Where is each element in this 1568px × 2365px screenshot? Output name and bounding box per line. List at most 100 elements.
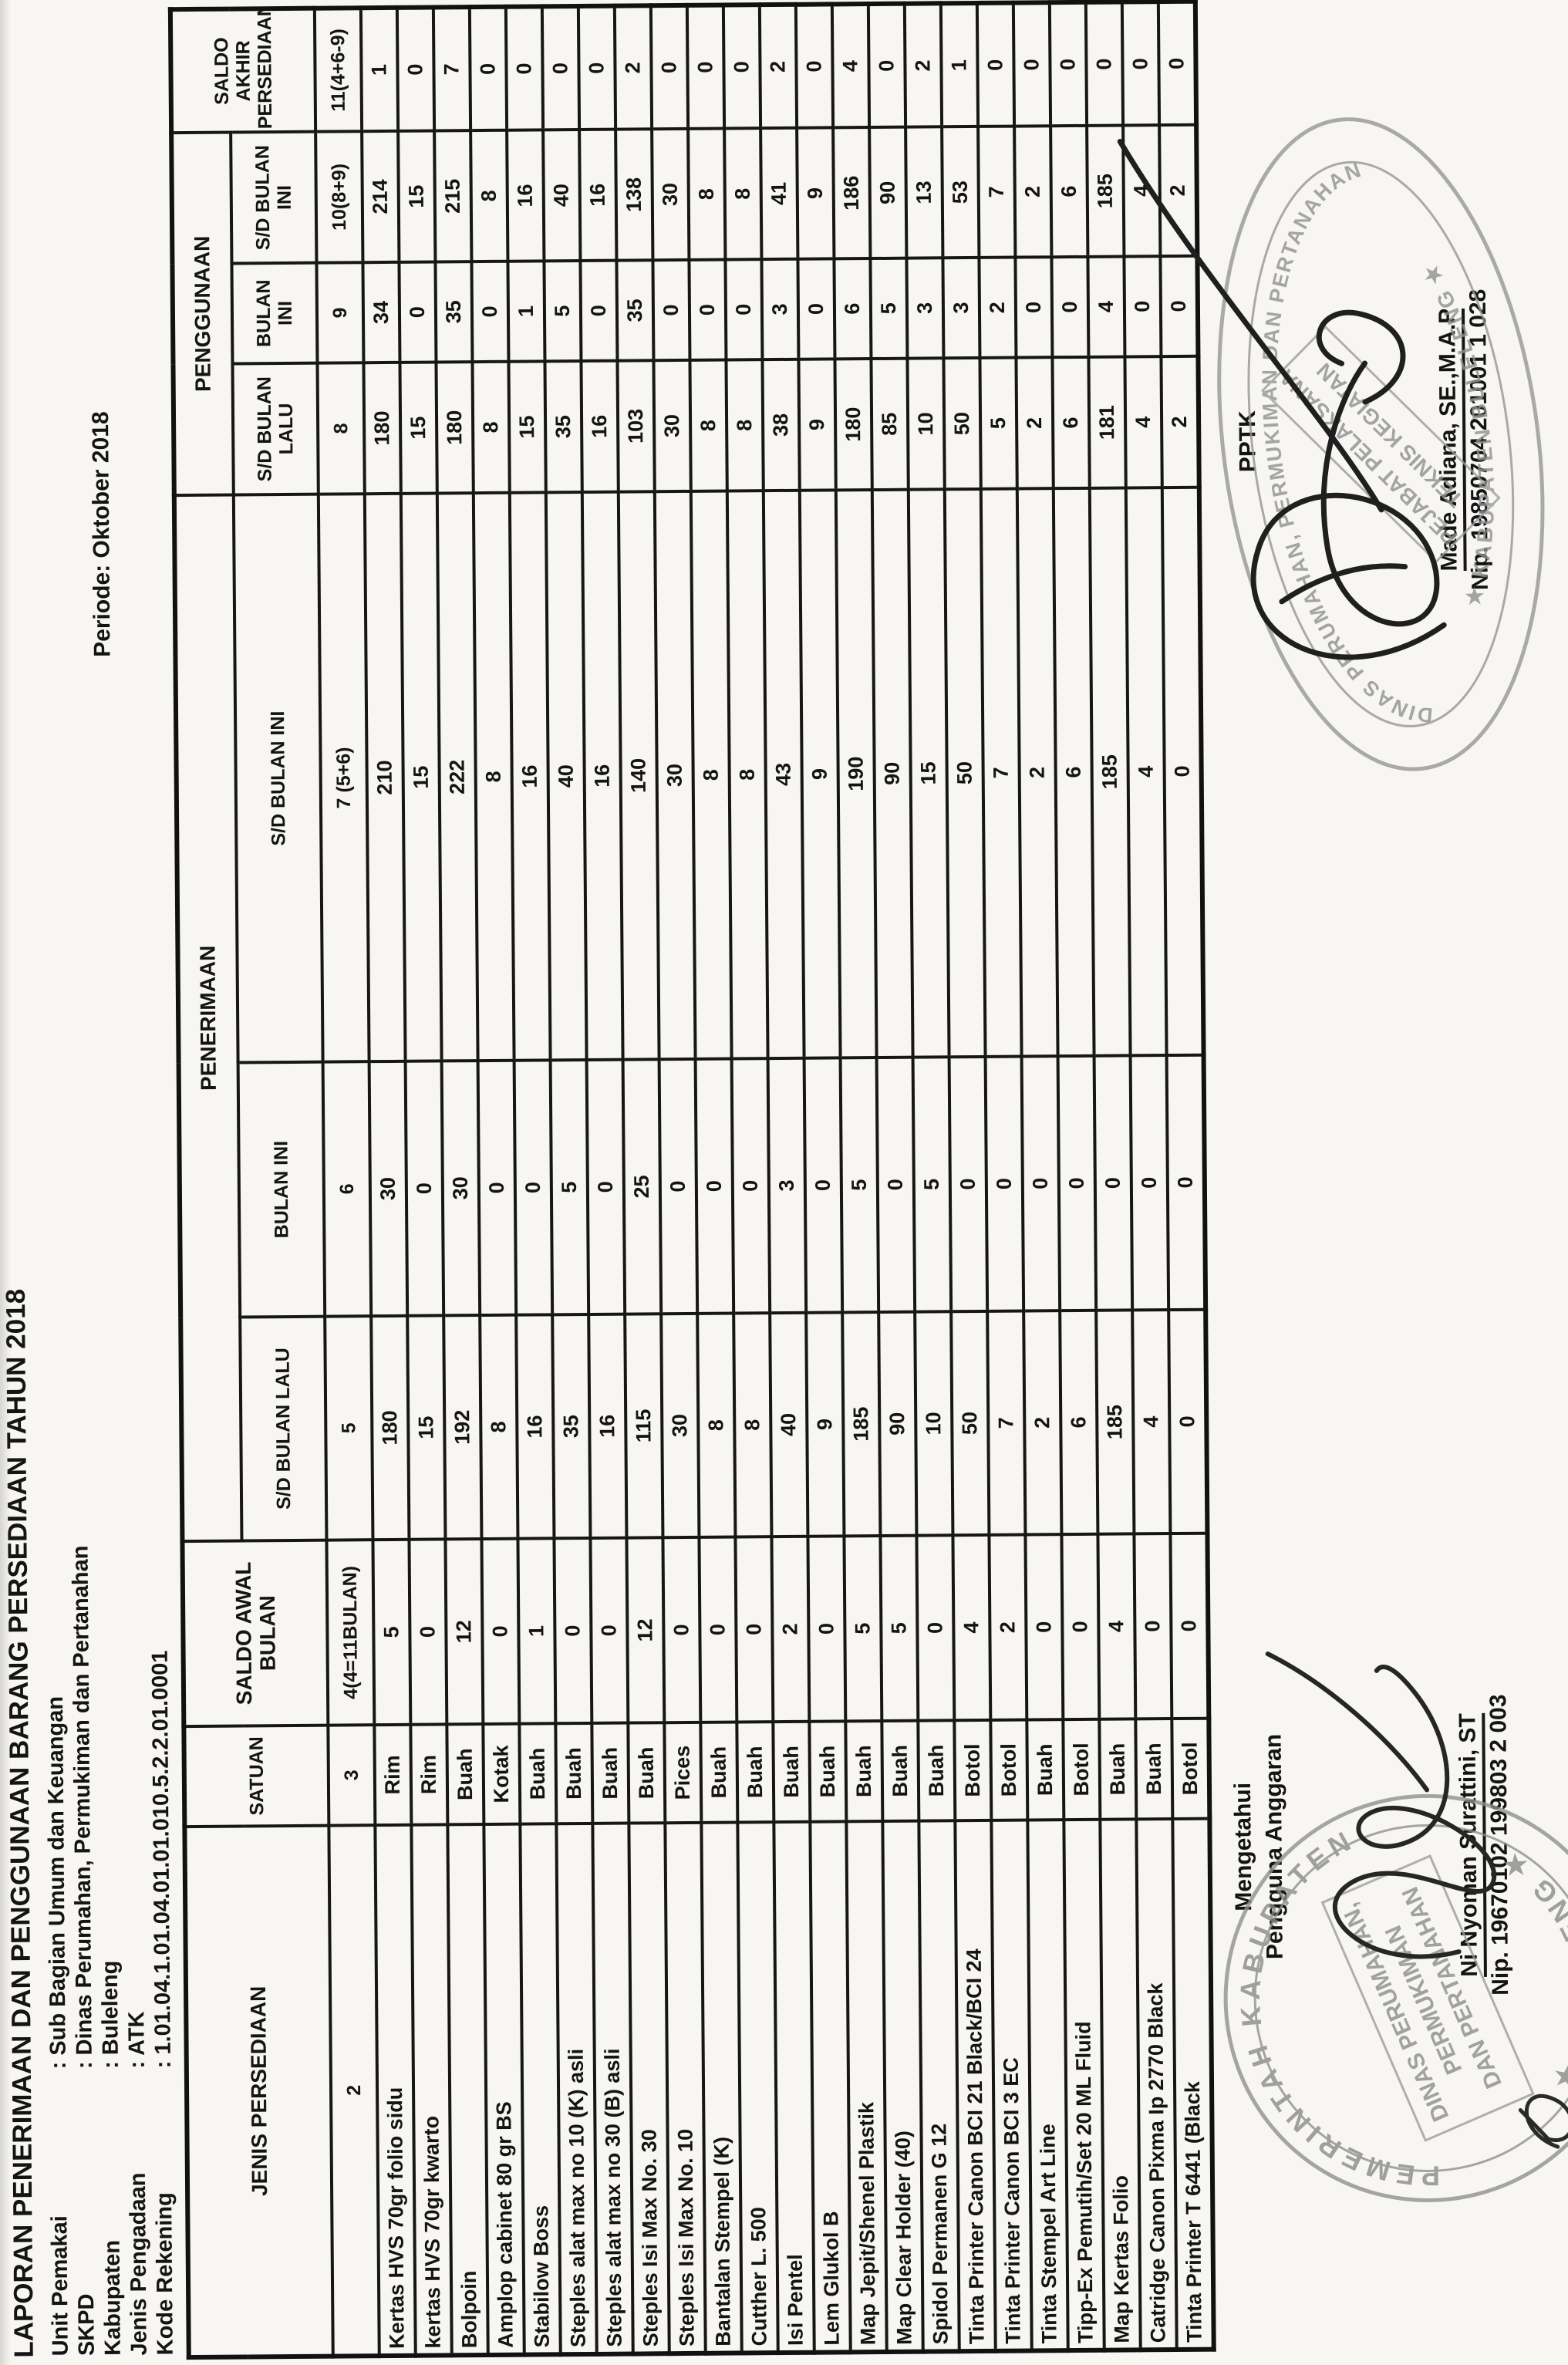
column-number: 2 xyxy=(329,1825,379,2357)
info-row-kode-rekening: Kode Rekening : 1.01.04.1.01.04.01.01.01… xyxy=(147,1545,179,2356)
cell-penerimaan-sd: 90 xyxy=(872,489,913,1058)
cell-satuan: Pices xyxy=(664,1722,702,1824)
cell-penerimaan-ini: 5 xyxy=(550,1059,589,1315)
cell-penggunaan-sd: 2 xyxy=(1014,126,1052,258)
cell-penerimaan-ini: 30 xyxy=(441,1061,481,1316)
header-jenis-persediaan: JENIS PERSEDIAAN xyxy=(184,1825,333,2358)
cell-penerimaan-lalu: 8 xyxy=(697,1313,736,1537)
cell-penggunaan-ini: 35 xyxy=(435,261,473,363)
cell-penggunaan-sd: 185 xyxy=(1087,125,1125,257)
cell-penggunaan-sd: 7 xyxy=(978,126,1016,258)
cell-saldo-awal: 0 xyxy=(1025,1534,1064,1720)
column-number: 4(4=11BULAN) xyxy=(326,1540,375,1726)
cell-penerimaan-lalu: 185 xyxy=(1096,1310,1135,1534)
cell-penerimaan-ini: 0 xyxy=(876,1057,916,1313)
cell-penerimaan-ini: 0 xyxy=(405,1061,444,1316)
cell-satuan: Kotak xyxy=(483,1723,521,1825)
info-value: : Dinas Perumahan, Permukiman dan Pertan… xyxy=(68,1545,97,2070)
cell-penggunaan-ini: 0 xyxy=(471,261,509,363)
cell-penggunaan-lalu: 15 xyxy=(400,362,437,494)
cell-jenis: Map Clear Holder (40) xyxy=(882,1820,923,2352)
subheader-bulan-ini: BULAN INI xyxy=(231,262,318,364)
cell-jenis: Spidol Permanen G 12 xyxy=(919,1820,959,2352)
cell-satuan: Buah xyxy=(918,1720,956,1821)
cell-saldo-awal: 5 xyxy=(373,1539,411,1726)
cell-penerimaan-ini: 0 xyxy=(1130,1055,1169,1311)
cell-penerimaan-sd: 8 xyxy=(473,492,514,1061)
cell-penggunaan-ini: 0 xyxy=(1051,256,1089,358)
cell-penerimaan-lalu: 10 xyxy=(915,1311,953,1536)
cell-satuan: Buah xyxy=(845,1720,883,1822)
cell-saldo-awal: 0 xyxy=(916,1535,955,1721)
cell-saldo-akhir: 0 xyxy=(469,6,507,131)
cell-satuan: Buah xyxy=(555,1722,593,1824)
cell-penerimaan-sd: 15 xyxy=(400,493,442,1061)
cell-penerimaan-sd: 4 xyxy=(1125,488,1167,1056)
cell-jenis: Tinta Printer Canon BCI 3 EC xyxy=(991,1820,1032,2351)
cell-penerimaan-lalu: 16 xyxy=(588,1314,627,1538)
cell-saldo-akhir: 1 xyxy=(360,7,399,132)
cell-penerimaan-sd: 9 xyxy=(799,490,841,1058)
cell-saldo-awal: 0 xyxy=(808,1536,846,1722)
cell-penggunaan-ini: 3 xyxy=(906,258,944,359)
cell-saldo-awal: 1 xyxy=(518,1538,556,1724)
cell-satuan: Buah xyxy=(1099,1719,1137,1820)
sig-nip: Nip. 19670102 199803 2 003 xyxy=(1485,1694,1514,1996)
cell-saldo-akhir: 2 xyxy=(759,4,797,129)
cell-penerimaan-lalu: 4 xyxy=(1132,1310,1171,1534)
cell-penerimaan-lalu: 40 xyxy=(770,1312,808,1537)
cell-penerimaan-lalu: 9 xyxy=(806,1312,845,1537)
cell-penerimaan-ini: 0 xyxy=(949,1056,988,1312)
cell-penerimaan-sd: 30 xyxy=(654,491,696,1060)
cell-satuan: Buah xyxy=(628,1722,666,1824)
header-saldo-akhir: SALDO AKHIR PERSEDIAAN xyxy=(170,8,316,133)
info-label: Kode Rekening xyxy=(152,2192,178,2356)
cell-penerimaan-ini: 3 xyxy=(767,1058,807,1314)
cell-saldo-akhir: 2 xyxy=(904,3,942,127)
column-number: 3 xyxy=(328,1725,376,1826)
cell-penggunaan-sd: 8 xyxy=(688,128,726,260)
cell-saldo-awal: 5 xyxy=(880,1535,919,1721)
cell-penggunaan-ini: 0 xyxy=(652,259,690,361)
cell-saldo-awal: 4 xyxy=(953,1534,991,1721)
cell-penggunaan-ini: 5 xyxy=(544,260,582,362)
cell-penerimaan-lalu: 185 xyxy=(842,1312,881,1537)
header-satuan: SATUAN xyxy=(184,1725,329,1827)
cell-jenis: Cutther L. 500 xyxy=(737,1822,778,2353)
cell-jenis: Tipp-Ex Pemutih/Set 20 ML Fluid xyxy=(1064,1819,1104,2351)
cell-saldo-akhir: 0 xyxy=(650,5,689,130)
cell-jenis: Steples Isi Max No. 10 xyxy=(665,1822,706,2354)
cell-penggunaan-ini: 5 xyxy=(870,258,908,359)
cell-satuan: Rim xyxy=(374,1724,412,1826)
cell-saldo-awal: 0 xyxy=(590,1537,629,1723)
cell-saldo-akhir: 0 xyxy=(396,7,435,131)
cell-penggunaan-sd: 8 xyxy=(724,128,762,260)
info-value: : Sub Bagian Umum dan Keuangan xyxy=(43,1695,71,2070)
cell-penggunaan-sd: 90 xyxy=(869,127,907,259)
info-label: SKPD xyxy=(74,2293,99,2357)
cell-penerimaan-sd: 8 xyxy=(727,491,768,1059)
info-value: : Buleleng xyxy=(97,1960,123,2069)
cell-jenis: Stabilow Boss xyxy=(520,1824,561,2355)
cell-penggunaan-ini: 4 xyxy=(1087,256,1125,357)
cell-penggunaan-lalu: 15 xyxy=(508,361,546,493)
cell-penerimaan-sd: 8 xyxy=(690,491,732,1059)
column-number: 8 xyxy=(317,363,365,494)
column-number: 9 xyxy=(316,262,364,363)
cell-saldo-awal: 0 xyxy=(1170,1533,1209,1719)
cell-jenis: Catridge Canon Pixma Ip 2770 Black xyxy=(1136,1819,1177,2350)
cell-penggunaan-lalu: 2 xyxy=(1161,356,1199,488)
sig-nip: Nip. 19850704 201001 1 028 xyxy=(1465,288,1493,591)
cell-satuan: Rim xyxy=(410,1724,448,1825)
cell-penerimaan-sd: 185 xyxy=(1089,488,1131,1056)
periode-label: Periode: Oktober 2018 xyxy=(87,411,116,658)
cell-penggunaan-lalu: 50 xyxy=(943,357,981,490)
cell-jenis: Bantalan Stempel (K) xyxy=(701,1822,742,2353)
inventory-table: JENIS PERSEDIAAN SATUAN SALDO AWAL BULAN… xyxy=(167,0,1216,2360)
cell-penerimaan-sd: 40 xyxy=(545,491,587,1061)
cell-saldo-awal: 12 xyxy=(626,1537,665,1723)
sig-heading: PPTK xyxy=(1235,410,1261,473)
cell-penggunaan-ini: 0 xyxy=(689,259,727,360)
cell-penerimaan-sd: 210 xyxy=(364,493,406,1062)
cell-penggunaan-ini: 3 xyxy=(761,258,799,360)
